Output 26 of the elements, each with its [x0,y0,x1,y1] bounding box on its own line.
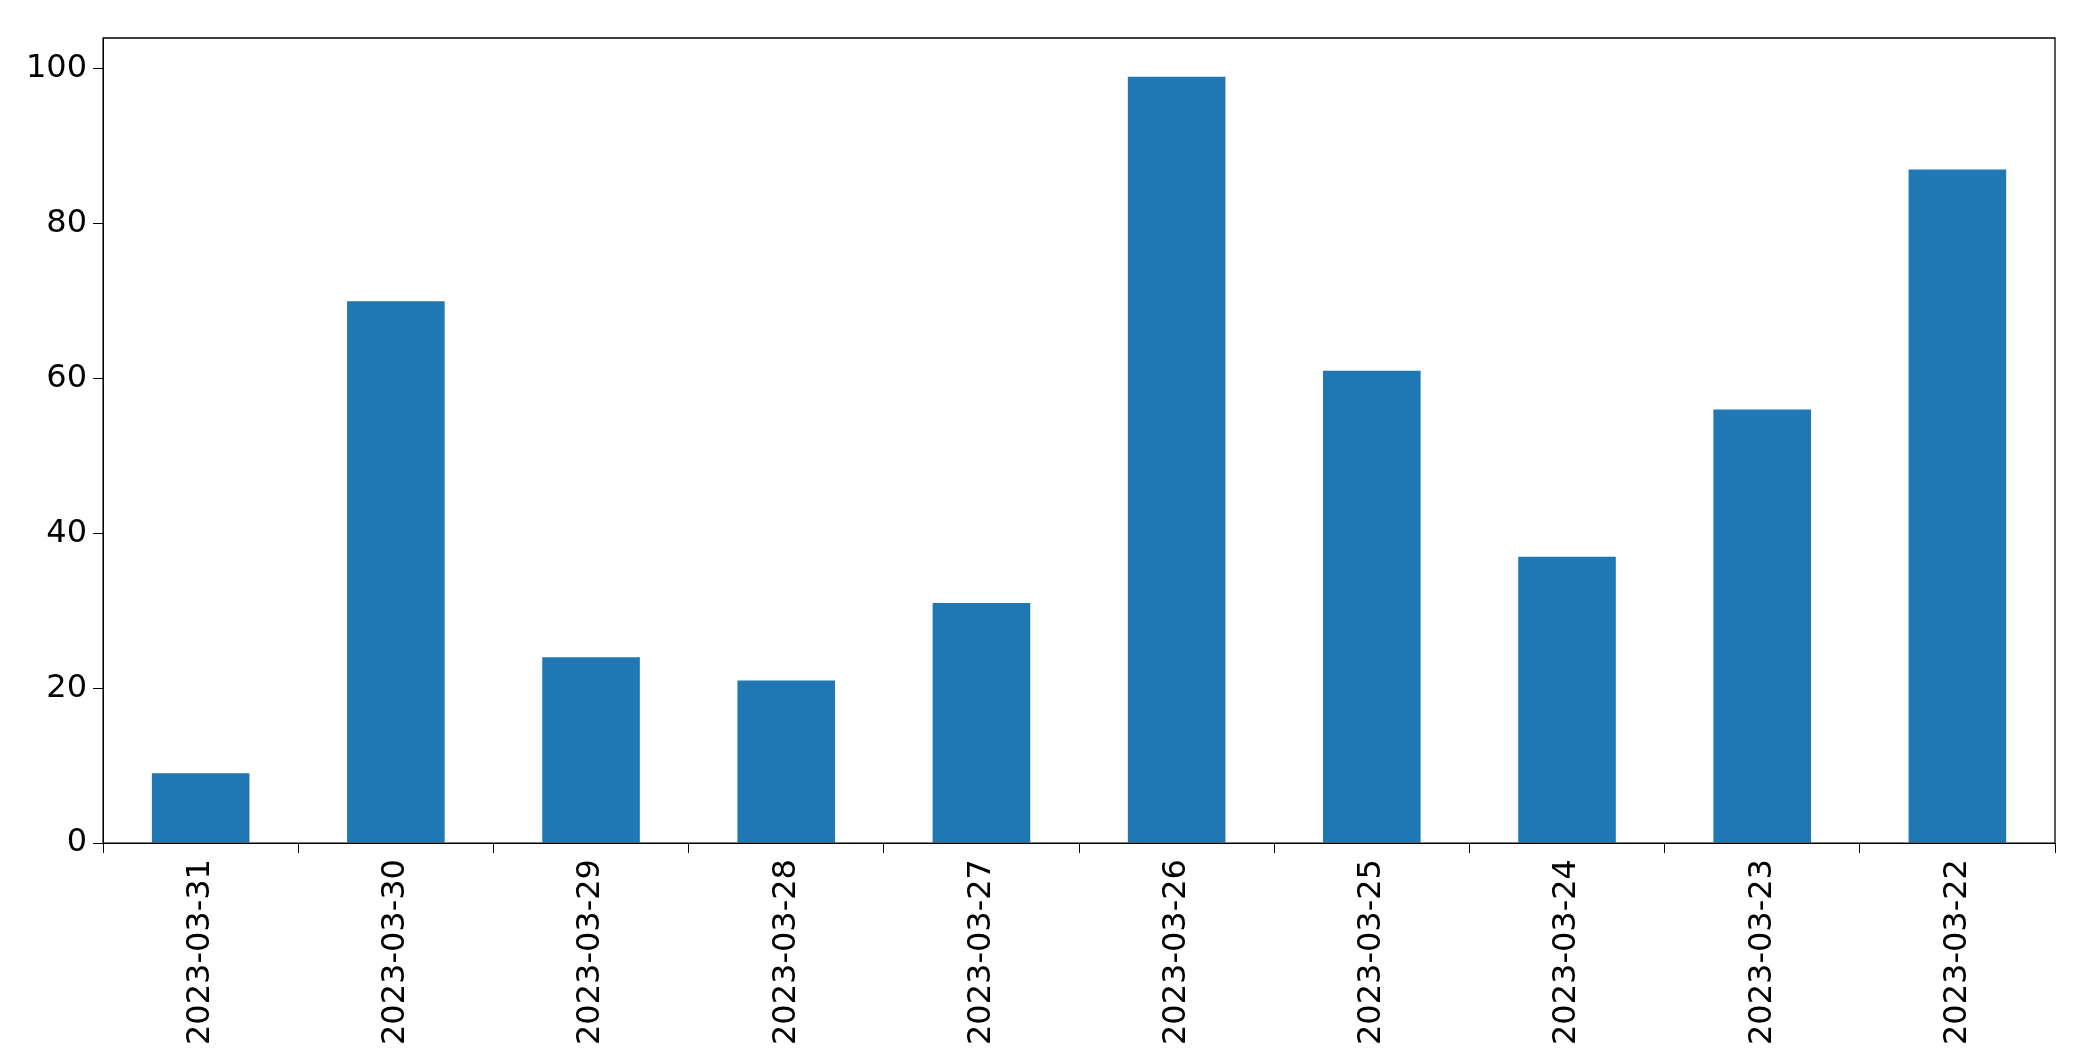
x-tick-label: 2023-03-22 [1935,859,1974,1045]
bar [1127,76,1226,843]
bar [542,657,640,843]
x-tick-label: 2023-03-24 [1545,859,1584,1045]
bar [151,773,250,843]
y-tick-label: 60 [46,356,88,395]
y-tick-label: 80 [46,202,88,241]
y-tick-label: 20 [46,666,88,705]
bar [347,301,445,843]
x-tick-label: 2023-03-25 [1350,859,1389,1045]
x-tick-label: 2023-03-28 [764,859,803,1045]
bar [737,680,836,843]
bar [1908,169,2007,843]
bar [1518,556,1616,843]
y-tick-label: 40 [46,511,88,550]
bar [932,603,1031,843]
y-tick-label: 0 [66,821,88,860]
x-tick-label: 2023-03-30 [374,859,413,1045]
x-tick-label: 2023-03-31 [178,859,217,1045]
y-tick-label: 100 [26,47,88,86]
x-tick-label: 2023-03-23 [1740,859,1779,1045]
x-tick-label: 2023-03-27 [959,859,998,1045]
x-tick-label: 2023-03-29 [569,859,608,1045]
bar [1713,409,1812,843]
bar [1323,370,1421,843]
x-tick-label: 2023-03-26 [1154,859,1193,1045]
